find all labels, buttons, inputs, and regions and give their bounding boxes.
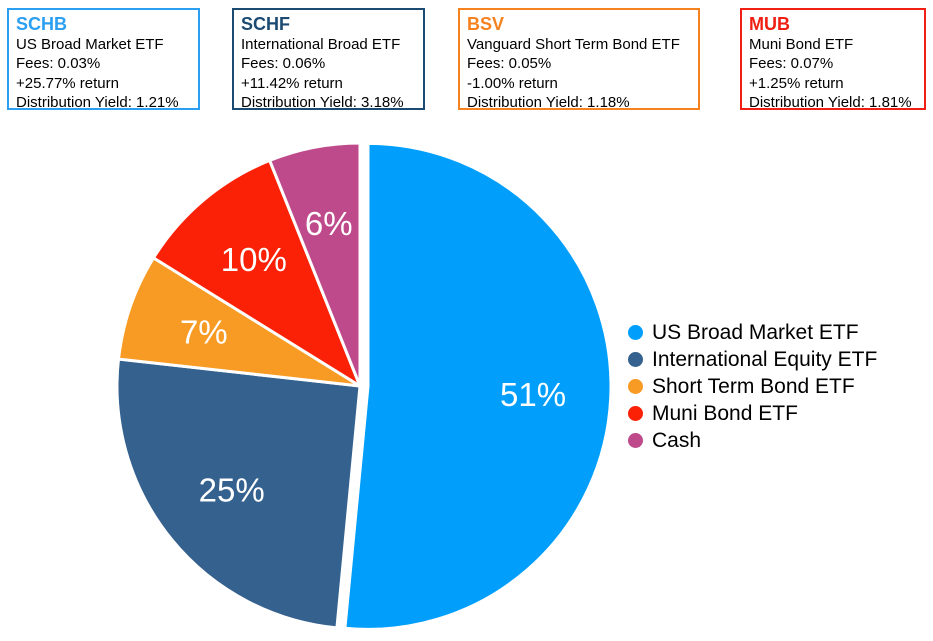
pie-svg: 51% 25% 7% 10% 6% xyxy=(115,141,613,631)
legend-label: Short Term Bond ETF xyxy=(652,375,855,398)
legend-item-us-broad-market-etf: US Broad Market ETF xyxy=(628,319,877,346)
legend-swatch-icon xyxy=(628,352,643,367)
etf-fees: Fees: 0.06% xyxy=(241,55,326,73)
etf-yield: Distribution Yield: 1.18% xyxy=(467,94,630,112)
etf-name: International Broad ETF xyxy=(241,36,401,53)
legend-swatch-icon xyxy=(628,433,643,448)
etf-name: Vanguard Short Term Bond ETF xyxy=(467,36,680,53)
chart-legend: US Broad Market ETF International Equity … xyxy=(628,319,877,454)
etf-card-schb: SCHB US Broad Market ETF Fees: 0.03% +25.77… xyxy=(7,8,200,112)
legend-swatch-icon xyxy=(628,325,643,340)
allocation-pie-chart: 51% 25% 7% 10% 6% xyxy=(97,130,627,636)
legend-swatch-icon xyxy=(628,406,643,421)
etf-return: -1.00% return xyxy=(467,74,558,92)
etf-yield: Distribution Yield: 3.18% xyxy=(241,94,404,112)
etf-ticker: MUB xyxy=(749,14,790,34)
legend-label: Muni Bond ETF xyxy=(652,402,798,425)
pie-slice-label: 25% xyxy=(199,472,265,509)
etf-card-schf: SCHF International Broad ETF Fees: 0.06% +1… xyxy=(232,8,425,112)
etf-ticker: BSV xyxy=(467,14,505,34)
etf-return: +11.42% return xyxy=(241,74,343,92)
pie-slice-cash xyxy=(268,141,362,388)
etf-name: US Broad Market ETF xyxy=(16,36,164,53)
pie-slice-label: 7% xyxy=(180,314,228,351)
legend-label: US Broad Market ETF xyxy=(652,321,859,344)
pie-slice-label: 51% xyxy=(500,376,566,413)
legend-item-cash: Cash xyxy=(628,427,877,454)
pie-slice-international-equity-etf xyxy=(115,357,362,630)
etf-return: +1.25% return xyxy=(749,74,844,92)
etf-card-bsv: BSV Vanguard Short Term Bond ETF Fees: 0.0… xyxy=(458,8,700,112)
etf-return: +25.77% return xyxy=(16,74,119,92)
legend-swatch-icon xyxy=(628,379,643,394)
pie-slice-label: 10% xyxy=(221,241,287,278)
legend-item-international-equity-etf: International Equity ETF xyxy=(628,346,877,373)
etf-yield: Distribution Yield: 1.21% xyxy=(16,94,179,112)
etf-fees: Fees: 0.03% xyxy=(16,55,101,73)
etf-cards-row: SCHB US Broad Market ETF Fees: 0.03% +25.77… xyxy=(0,0,933,120)
etf-fees: Fees: 0.07% xyxy=(749,55,834,73)
pie-slice-label: 6% xyxy=(305,205,353,242)
etf-yield: Distribution Yield: 1.81% xyxy=(749,94,912,112)
etf-ticker: SCHB xyxy=(16,14,68,34)
legend-item-muni-bond-etf: Muni Bond ETF xyxy=(628,400,877,427)
pie-slice-muni-bond-etf xyxy=(152,158,362,388)
etf-ticker: SCHF xyxy=(241,14,290,34)
pie-slice-us-broad-market-etf xyxy=(343,141,613,631)
etf-name: Muni Bond ETF xyxy=(749,36,854,53)
etf-fees: Fees: 0.05% xyxy=(467,55,552,73)
etf-card-mub: MUB Muni Bond ETF Fees: 0.07% +1.25% return… xyxy=(740,8,926,112)
pie-slice-short-term-bond-etf xyxy=(117,256,362,388)
legend-label: Cash xyxy=(652,429,702,452)
legend-label: International Equity ETF xyxy=(652,348,878,371)
legend-item-short-term-bond-etf: Short Term Bond ETF xyxy=(628,373,877,400)
